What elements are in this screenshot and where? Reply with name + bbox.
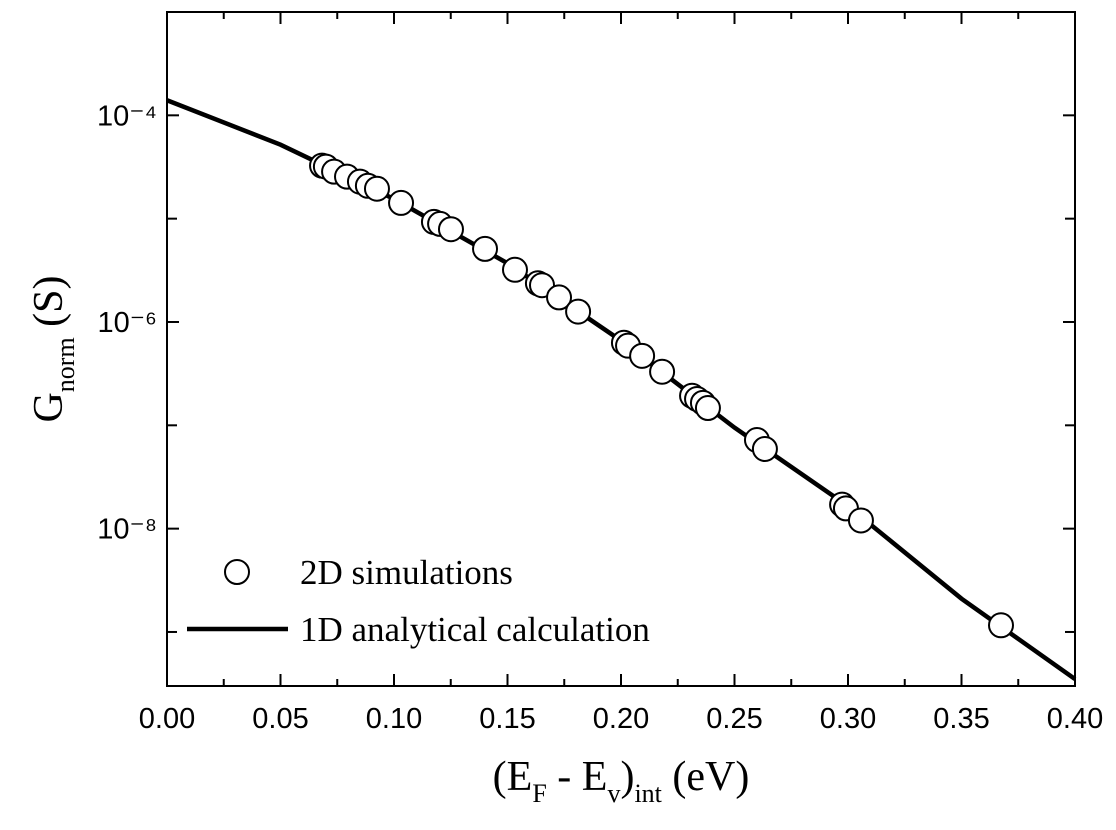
x-axis-label: (EF - Ev)int (eV)	[493, 754, 750, 808]
x-axis-label-part: v	[607, 779, 620, 808]
x-tick-label: 0.05	[252, 703, 308, 735]
x-tick-label: 0.25	[706, 703, 762, 735]
scatter-point	[472, 235, 499, 262]
x-axis-label-part: F	[532, 779, 546, 808]
scatter-point	[649, 358, 676, 385]
y-tick-label: 10⁻⁶	[97, 307, 157, 339]
legend-marker	[224, 559, 250, 585]
x-tick-label: 0.30	[820, 703, 876, 735]
scatter-point	[629, 342, 656, 369]
y-tick-label: 10⁻⁸	[97, 514, 157, 546]
x-tick-label: 0.15	[479, 703, 535, 735]
scatter-point	[363, 175, 390, 202]
x-tick-label: 0.10	[366, 703, 422, 735]
scatter-point	[847, 507, 874, 534]
scatter-point	[565, 298, 592, 325]
x-tick-label: 0.40	[1047, 703, 1103, 735]
legend-label: 2D simulations	[300, 553, 513, 592]
x-axis-label-part: (E	[493, 754, 533, 800]
scatter-point	[437, 216, 464, 243]
x-tick-label: 0.20	[593, 703, 649, 735]
y-axis-label-part: norm	[51, 337, 80, 392]
legend-label: 1D analytical calculation	[300, 610, 650, 649]
x-tick-label: 0.35	[933, 703, 989, 735]
y-axis-label: Gnorm (S)	[26, 275, 80, 422]
x-axis-label-part: int	[634, 779, 662, 808]
y-axis-label-part: G	[26, 392, 72, 422]
y-axis-label-part: (S)	[26, 275, 72, 337]
x-tick-label: 0.00	[139, 703, 195, 735]
scatter-point	[501, 256, 528, 283]
x-axis-label-part: )	[620, 754, 634, 800]
scatter-point	[694, 395, 721, 422]
x-axis-label-part: (eV)	[662, 754, 749, 800]
y-tick-label: 10⁻⁴	[97, 100, 157, 132]
x-axis-label-part: - E	[547, 754, 608, 800]
scatter-point	[546, 284, 573, 311]
scatter-point	[388, 189, 415, 216]
scatter-point	[751, 435, 778, 462]
line-series	[166, 98, 1077, 681]
scatter-point	[987, 612, 1014, 639]
